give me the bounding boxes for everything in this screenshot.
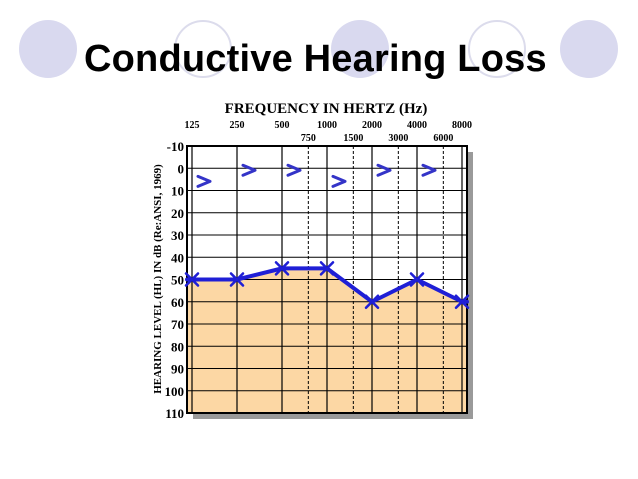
y-tick-label: 30 xyxy=(171,228,184,243)
decor-circle-2 xyxy=(174,20,232,78)
x-tick-label: 2000 xyxy=(362,120,382,131)
y-tick-label: 100 xyxy=(165,384,185,399)
decor-circle-5 xyxy=(560,20,618,78)
decor-circle-3 xyxy=(331,20,389,78)
y-tick-label: 80 xyxy=(171,339,184,354)
air-conduction-point xyxy=(274,261,290,276)
x-tick-label: 125 xyxy=(185,120,200,131)
y-tick-label: 110 xyxy=(165,406,184,421)
grid-lines xyxy=(186,145,468,414)
bone-conduction-point xyxy=(241,163,257,177)
y-tick-label: 90 xyxy=(171,362,184,377)
y-tick-label: 50 xyxy=(171,273,184,288)
x-tick-label: 250 xyxy=(230,120,245,131)
y-tick-label: 10 xyxy=(171,184,184,199)
decor-circle-4 xyxy=(468,20,526,78)
air-conduction-point xyxy=(454,294,470,310)
x-tick-label: 4000 xyxy=(407,120,427,131)
shadow-bottom xyxy=(193,413,473,419)
data-series xyxy=(184,163,470,310)
x-tick-label: 500 xyxy=(275,120,290,131)
bone-conduction-point xyxy=(376,163,392,177)
bone-conduction-point xyxy=(196,174,212,188)
shadow-right xyxy=(467,152,473,419)
bone-conduction-point xyxy=(331,174,347,188)
air-conduction-point xyxy=(364,294,380,310)
x-tick-label: 1000 xyxy=(317,120,337,131)
chart-shadow xyxy=(193,152,473,419)
air-conduction-point xyxy=(184,272,200,287)
y-tick-label: 20 xyxy=(171,206,184,221)
y-tick-label: 40 xyxy=(171,250,184,265)
chart-title: FREQUENCY IN HERTZ (Hz) xyxy=(225,101,428,117)
air-conduction-point xyxy=(319,261,335,276)
y-tick-label: 0 xyxy=(178,161,185,176)
y-tick-label: -10 xyxy=(167,139,184,154)
air-conduction-point xyxy=(409,272,425,287)
bone-conduction-point xyxy=(421,163,437,177)
x-tick-label: 8000 xyxy=(452,120,472,131)
y-axis-label: HEARING LEVEL (HL) IN dB (Re:ANSI, 1969) xyxy=(152,164,164,394)
x-tick-label-minor: 1500 xyxy=(343,133,363,144)
y-tick-label: 60 xyxy=(171,295,184,310)
slide-title: Conductive Hearing Loss xyxy=(84,38,547,80)
x-tick-label-minor: 6000 xyxy=(433,133,453,144)
x-tick-label-minor: 750 xyxy=(301,133,316,144)
y-tick-label: 70 xyxy=(171,317,184,332)
air-conduction-point xyxy=(229,272,245,287)
bone-conduction-point xyxy=(286,163,302,177)
decor-circle-1 xyxy=(19,20,77,78)
x-tick-label-minor: 3000 xyxy=(388,133,408,144)
